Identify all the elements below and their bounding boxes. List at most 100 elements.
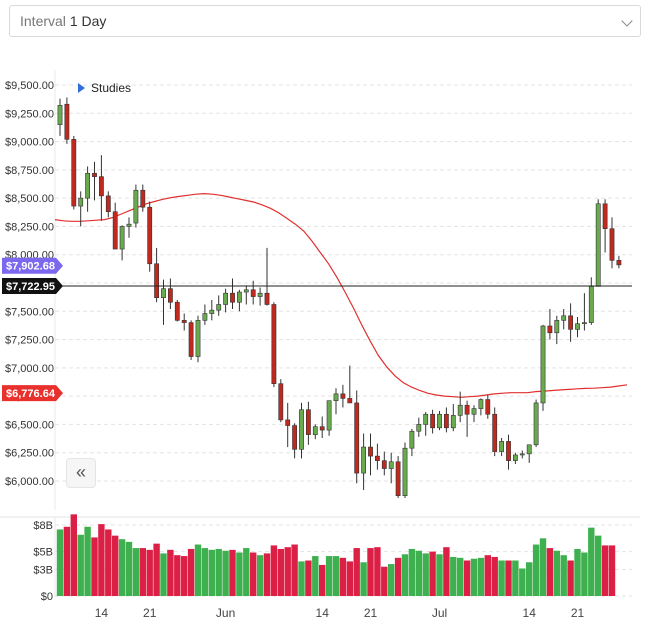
candle: [126, 217, 132, 238]
candle: [581, 293, 587, 331]
volume-bar: [194, 544, 202, 596]
candle-body: [71, 139, 77, 207]
candle-body: [257, 292, 263, 297]
candle: [168, 278, 173, 310]
candle-body: [416, 424, 422, 432]
candle-body: [333, 393, 339, 401]
volume-bar: [470, 558, 478, 596]
volume-bar: [256, 555, 264, 596]
sma-line: [54, 192, 628, 398]
studies-toggle[interactable]: Studies: [78, 81, 131, 95]
candle: [237, 289, 242, 312]
volume-bar: [512, 560, 519, 596]
candle-body: [181, 320, 187, 323]
candle: [250, 280, 256, 305]
candle-body: [126, 223, 132, 227]
x-tick-label: 21: [143, 606, 157, 620]
volume-bar: [526, 562, 533, 596]
candle: [292, 423, 297, 459]
volume-bar: [367, 548, 374, 596]
candle: [133, 184, 139, 228]
candle: [78, 191, 84, 227]
volume-bar: [332, 556, 340, 596]
volume-bar: [484, 555, 491, 596]
volume-bar: [263, 553, 271, 596]
badge-shape: [2, 257, 63, 274]
x-tick-label: 14: [523, 606, 537, 620]
volume-bar: [601, 545, 609, 596]
candle: [430, 409, 435, 434]
volume-bar: [222, 550, 229, 596]
candle-body: [595, 203, 601, 287]
volume-bar: [450, 556, 457, 596]
volume-bar: [491, 556, 498, 596]
candle-body: [223, 292, 228, 305]
volume-bar: [91, 537, 98, 596]
volume-bar: [408, 548, 416, 596]
studies-label: Studies: [91, 81, 132, 95]
volume-bar: [443, 547, 450, 596]
candle: [99, 155, 104, 221]
candle-body: [209, 309, 215, 314]
candle: [409, 428, 415, 457]
candle-body: [133, 189, 139, 224]
volume-bar: [160, 553, 167, 596]
badge-shape: [2, 278, 63, 295]
x-tick-label: 21: [364, 606, 378, 620]
candle-body: [616, 260, 622, 266]
candle-body: [575, 323, 580, 330]
candle: [602, 199, 608, 253]
volume-bar: [98, 524, 105, 596]
candle: [485, 395, 491, 419]
candle-body: [174, 301, 180, 321]
candle-body: [471, 408, 477, 415]
candle: [388, 452, 394, 484]
volume-bar: [505, 560, 512, 596]
candle: [305, 401, 311, 445]
candle-body: [478, 399, 484, 409]
candle-body: [450, 415, 456, 429]
candle: [540, 324, 546, 411]
candle: [85, 166, 90, 212]
candle-body: [526, 444, 532, 455]
candle: [478, 398, 484, 416]
volume-bar: [270, 545, 278, 596]
volume-bar: [381, 566, 388, 596]
candle: [588, 277, 594, 325]
candle-body: [195, 320, 201, 357]
volume-bar: [70, 514, 77, 596]
volume-bar: [118, 539, 126, 596]
volume-bar: [298, 561, 305, 596]
candle-body: [588, 286, 594, 323]
candle: [230, 278, 235, 310]
candle: [312, 424, 318, 440]
candle-body: [506, 441, 511, 461]
candle: [374, 443, 380, 470]
y-tick-label: $8,500.00: [5, 193, 54, 205]
candle-body: [430, 413, 435, 429]
volume-bar: [215, 548, 222, 596]
candle-body: [485, 399, 491, 415]
volume-bar: [519, 568, 526, 596]
volume-bar: [429, 551, 436, 596]
collapse-button[interactable]: «: [66, 458, 96, 488]
volume-bar: [553, 550, 560, 596]
volume-bar: [498, 560, 505, 596]
candle: [526, 444, 532, 463]
candle: [181, 313, 187, 331]
candle-body: [554, 320, 560, 334]
volume-bar: [77, 534, 84, 596]
candle: [575, 316, 580, 338]
volume-bar: [567, 560, 574, 596]
candle: [257, 287, 263, 306]
interval-select[interactable]: Interval 1 Day: [9, 5, 641, 37]
candle: [368, 433, 373, 476]
volume-bar: [250, 552, 257, 596]
candle-body: [202, 313, 208, 321]
candle-body: [581, 322, 587, 325]
candle: [533, 399, 539, 448]
y-tick-label: $6,250.00: [5, 448, 54, 460]
double-chevron-left-icon: «: [75, 462, 86, 482]
volume-bar: [84, 526, 91, 596]
volume-tick-label: $0: [41, 591, 53, 603]
